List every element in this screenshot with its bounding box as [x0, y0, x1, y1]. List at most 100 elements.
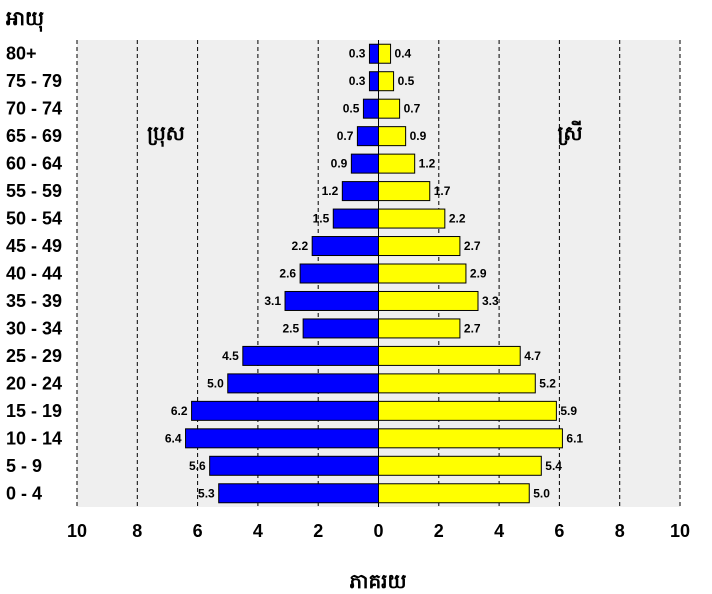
x-tick-label: 8	[615, 521, 625, 541]
bar-male	[209, 455, 379, 476]
value-label-female: 5.4	[545, 459, 562, 473]
x-tick-label: 6	[554, 521, 564, 541]
bar-female	[378, 455, 542, 476]
category-label: 35 - 39	[6, 291, 62, 311]
bar-female	[378, 236, 461, 257]
legend-label-male: ប្រុស	[147, 121, 185, 147]
value-label-male: 1.2	[322, 184, 339, 198]
bar-male	[356, 126, 379, 147]
bar-male	[368, 43, 379, 64]
category-label: 40 - 44	[6, 264, 62, 284]
x-tick-label: 4	[253, 521, 263, 541]
x-tick-label: 8	[132, 521, 142, 541]
category-label: 5 - 9	[6, 456, 42, 476]
value-label-male: 0.5	[343, 102, 360, 116]
bar-male	[185, 428, 379, 449]
value-label-male: 2.6	[279, 267, 296, 281]
bar-male	[284, 290, 379, 311]
bar-male	[350, 153, 379, 174]
value-label-female: 2.7	[464, 321, 481, 335]
value-label-female: 6.1	[566, 431, 583, 445]
category-label: 10 - 14	[6, 428, 62, 448]
value-label-male: 3.1	[264, 294, 281, 308]
value-label-male: 5.6	[189, 459, 206, 473]
bar-female	[378, 181, 431, 202]
bar-female	[378, 428, 563, 449]
value-label-female: 5.0	[533, 486, 550, 500]
value-label-female: 1.2	[419, 157, 436, 171]
x-tick-label: 6	[193, 521, 203, 541]
value-label-male: 0.3	[349, 47, 366, 61]
bar-female	[378, 318, 461, 339]
value-label-female: 2.9	[470, 267, 487, 281]
bar-female	[378, 98, 401, 119]
bar-male	[242, 345, 379, 366]
value-label-female: 0.9	[410, 129, 427, 143]
category-label: 65 - 69	[6, 126, 62, 146]
value-labels: 5.3 5.0 5.6 5.4 6.4 6.1 6.2 5.9 5.0 5.2 4.5 4.7 2.5 2…	[165, 47, 584, 501]
category-label: 55 - 59	[6, 181, 62, 201]
category-label: 45 - 49	[6, 236, 62, 256]
value-label-female: 5.2	[539, 376, 556, 390]
bar-male	[341, 181, 380, 202]
bar-female	[378, 71, 395, 92]
value-label-male: 5.3	[198, 486, 215, 500]
category-label: 25 - 29	[6, 346, 62, 366]
x-tick-label: 4	[494, 521, 504, 541]
category-label: 0 - 4	[6, 483, 42, 503]
category-label: 70 - 74	[6, 99, 62, 119]
bar-male	[218, 483, 379, 504]
value-label-female: 4.7	[524, 349, 541, 363]
bar-male	[302, 318, 379, 339]
category-label: 20 - 24	[6, 373, 62, 393]
category-label: 15 - 19	[6, 401, 62, 421]
bar-female	[378, 290, 479, 311]
category-label: 75 - 79	[6, 71, 62, 91]
bar-male	[311, 236, 380, 257]
category-label: 30 - 34	[6, 318, 62, 338]
value-label-male: 5.0	[207, 376, 224, 390]
value-label-female: 0.4	[395, 47, 412, 61]
x-tick-label: 10	[67, 521, 87, 541]
value-label-female: 2.2	[449, 212, 466, 226]
bar-female	[378, 483, 530, 504]
x-tick-labels: 10 8 6 4 2 0 2 4 6 8 10	[67, 521, 690, 541]
bar-male	[191, 400, 379, 421]
value-label-male: 2.5	[282, 321, 299, 335]
category-label: 80+	[6, 44, 37, 64]
value-label-male: 4.5	[222, 349, 239, 363]
y-axis-title: អាយុ	[6, 6, 44, 32]
bar-female	[378, 208, 446, 229]
bar-female	[378, 43, 392, 64]
value-label-male: 6.4	[165, 431, 182, 445]
bar-male	[227, 373, 379, 394]
bar-male	[299, 263, 379, 284]
value-label-male: 1.5	[313, 212, 330, 226]
bars	[185, 43, 563, 504]
bar-male	[368, 71, 379, 92]
value-label-male: 6.2	[171, 404, 188, 418]
bar-female	[378, 373, 536, 394]
bar-male	[362, 98, 379, 119]
value-label-female: 0.5	[398, 74, 415, 88]
value-label-female: 2.7	[464, 239, 481, 253]
value-label-male: 0.9	[331, 157, 348, 171]
bar-female	[378, 400, 557, 421]
bar-female	[378, 345, 521, 366]
bar-female	[378, 153, 416, 174]
bar-female	[378, 263, 467, 284]
x-tick-label: 10	[670, 521, 690, 541]
value-label-female: 5.9	[560, 404, 577, 418]
x-tick-label: 2	[313, 521, 323, 541]
value-label-male: 2.2	[291, 239, 308, 253]
value-label-male: 0.7	[337, 129, 354, 143]
value-label-female: 0.7	[404, 102, 421, 116]
x-tick-label: 0	[373, 521, 383, 541]
category-label: 50 - 54	[6, 209, 62, 229]
value-label-male: 0.3	[349, 74, 366, 88]
bar-female	[378, 126, 407, 147]
value-label-female: 3.3	[482, 294, 499, 308]
category-label: 60 - 64	[6, 154, 62, 174]
x-axis-title: ភាគរយ	[349, 569, 406, 593]
x-tick-label: 2	[434, 521, 444, 541]
